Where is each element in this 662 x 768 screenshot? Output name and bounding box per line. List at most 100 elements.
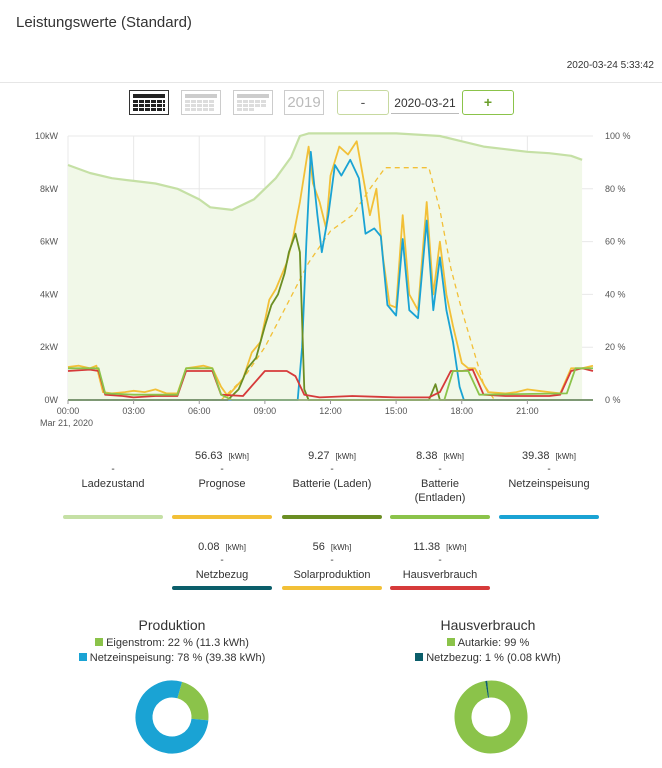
stat-label: Ladezustand	[81, 478, 145, 490]
previous-day-button[interactable]: -	[337, 90, 389, 115]
series-line-solarproduktion	[67, 140, 594, 397]
series-line-ladezustand	[67, 132, 583, 211]
stat-dash: -	[438, 555, 442, 566]
stat-label: Prognose	[198, 478, 246, 490]
x-tick-label: 15:00	[385, 406, 408, 416]
series-area-ladezustand	[68, 133, 583, 400]
y-left-tick-label: 2kW	[40, 342, 59, 352]
stat-label-line2: (Entladen)	[414, 492, 466, 504]
header-divider	[0, 82, 662, 83]
stat-color-bar	[63, 515, 163, 519]
x-tick-label: 21:00	[516, 406, 539, 416]
stat-dash: -	[547, 464, 551, 475]
stat-color-bar	[172, 515, 272, 519]
stat-value	[63, 449, 163, 463]
stat-number: 39.38	[522, 450, 550, 462]
stat-hausverbrauch: 11.38 [kWh] - Hausverbrauch	[390, 540, 490, 590]
y-right-tick-label: 60 %	[605, 237, 626, 247]
stat-netzeinspeisung: 39.38 [kWh] - Netzeinspeisung	[499, 449, 599, 519]
stat-label: Netzbezug	[195, 569, 249, 581]
stat-number: 56.63	[195, 450, 223, 462]
x-date-label: Mar 21, 2020	[40, 418, 93, 428]
stat-dash: -	[111, 464, 115, 475]
produktion-legend: Eigenstrom: 22 % (11.3 kWh) Netzeinspeis…	[52, 636, 292, 666]
stat-value: 8.38 [kWh]	[390, 449, 490, 463]
toolbar: 2019 - +	[0, 90, 662, 116]
stat-number: 11.38	[413, 541, 441, 553]
series-line-hausverbrauch	[67, 367, 594, 399]
date-input[interactable]	[391, 92, 459, 114]
stat-number: 0.08	[198, 541, 220, 553]
y-right-tick-label: 20 %	[605, 342, 626, 352]
stat-number: 8.38	[416, 450, 438, 462]
stat-dash: -	[330, 555, 334, 566]
produktion-title: Produktion	[138, 617, 206, 633]
timestamp: 2020-03-24 5:33:42	[566, 60, 654, 71]
y-left-tick-label: 10kW	[35, 131, 59, 141]
produktion-donut-chart	[135, 680, 209, 754]
donut-slice-autarkie	[454, 680, 528, 754]
stat-number: 56	[312, 541, 325, 553]
stat-value: 56.63 [kWh]	[172, 449, 272, 463]
stat-value: 56 [kWh]	[282, 540, 382, 554]
stat-dash: -	[220, 464, 224, 475]
stat-unit: [kWh]	[225, 543, 246, 552]
week-calendar-icon[interactable]	[181, 90, 221, 115]
power-chart: 0W 2kW 4kW 6kW 8kW 10kW 0 % 20 % 40 % 60 % 80 % 100…	[35, 131, 631, 428]
stat-solarproduktion: 56 [kWh] - Solarproduktion	[282, 540, 382, 590]
stat-label: Batterie	[421, 478, 459, 490]
donut-slice-netzeinspeisung	[135, 680, 209, 754]
hausverbrauch-legend-item: Netzbezug: 1 % (0.08 kWh)	[368, 651, 608, 666]
y-left-tick-label: 0W	[45, 395, 59, 405]
y-left-tick-label: 4kW	[40, 289, 59, 299]
y-right-tick-label: 100 %	[605, 131, 631, 141]
y-left-tick-label: 8kW	[40, 184, 59, 194]
stat-color-bar	[390, 515, 490, 519]
y-right-tick-label: 0 %	[605, 395, 621, 405]
stat-label: Solarproduktion	[293, 569, 371, 581]
stat-label: Batterie (Laden)	[292, 478, 372, 490]
x-tick-label: 06:00	[188, 406, 211, 416]
series-line-netzeinspeisung	[68, 150, 593, 401]
chart-axes: 0W 2kW 4kW 6kW 8kW 10kW 0 % 20 % 40 % 60 % 80 % 100…	[35, 131, 631, 428]
produktion-legend-item: Netzeinspeisung: 78 % (39.38 kWh)	[52, 651, 292, 666]
hausverbrauch-legend-item: Autarkie: 99 %	[368, 636, 608, 651]
stat-unit: [kWh]	[446, 543, 467, 552]
y-right-tick-label: 40 %	[605, 289, 626, 299]
legend-swatch	[446, 638, 455, 646]
stat-color-bar	[282, 586, 382, 590]
x-tick-label: 00:00	[57, 406, 80, 416]
hausverbrauch-donut-chart	[454, 680, 528, 754]
chart-series	[67, 132, 594, 401]
stat-unit: [kWh]	[330, 543, 352, 552]
x-tick-label: 09:00	[254, 406, 277, 416]
stat-unit: [kWh]	[228, 452, 249, 461]
stat-ladezustand: - Ladezustand	[63, 449, 163, 519]
page-title: Leistungswerte (Standard)	[16, 14, 192, 31]
x-tick-label: 12:00	[319, 406, 342, 416]
stat-label: Hausverbrauch	[402, 569, 478, 581]
series-line-batterie_entladen	[68, 367, 593, 401]
year-calendar-icon[interactable]: 2019	[284, 90, 324, 115]
produktion-legend-item: Eigenstrom: 22 % (11.3 kWh)	[52, 636, 292, 651]
x-tick-label: 03:00	[122, 406, 145, 416]
stat-unit: [kWh]	[443, 452, 464, 461]
stat-color-bar	[499, 515, 599, 519]
next-day-button[interactable]: +	[462, 90, 514, 115]
stat-batterie_entladen: 8.38 [kWh] - Batterie (Entladen)	[390, 449, 490, 519]
stat-dash: -	[438, 464, 442, 475]
stat-dash: -	[220, 555, 224, 566]
stat-value: 9.27 [kWh]	[282, 449, 382, 463]
stat-value: 11.38 [kWh]	[390, 540, 490, 554]
stat-dash: -	[330, 464, 334, 475]
month-calendar-icon[interactable]	[233, 90, 273, 115]
stat-value: 0.08 [kWh]	[172, 540, 272, 554]
stat-unit: [kWh]	[555, 452, 576, 461]
stat-color-bar	[282, 515, 382, 519]
stat-prognose: 56.63 [kWh] - Prognose	[172, 449, 272, 519]
y-right-tick-label: 80 %	[605, 184, 626, 194]
stat-label: Netzeinspeisung	[508, 478, 590, 490]
day-calendar-icon[interactable]	[129, 90, 169, 115]
hausverbrauch-title: Hausverbrauch	[440, 617, 536, 633]
legend-swatch	[78, 653, 87, 661]
